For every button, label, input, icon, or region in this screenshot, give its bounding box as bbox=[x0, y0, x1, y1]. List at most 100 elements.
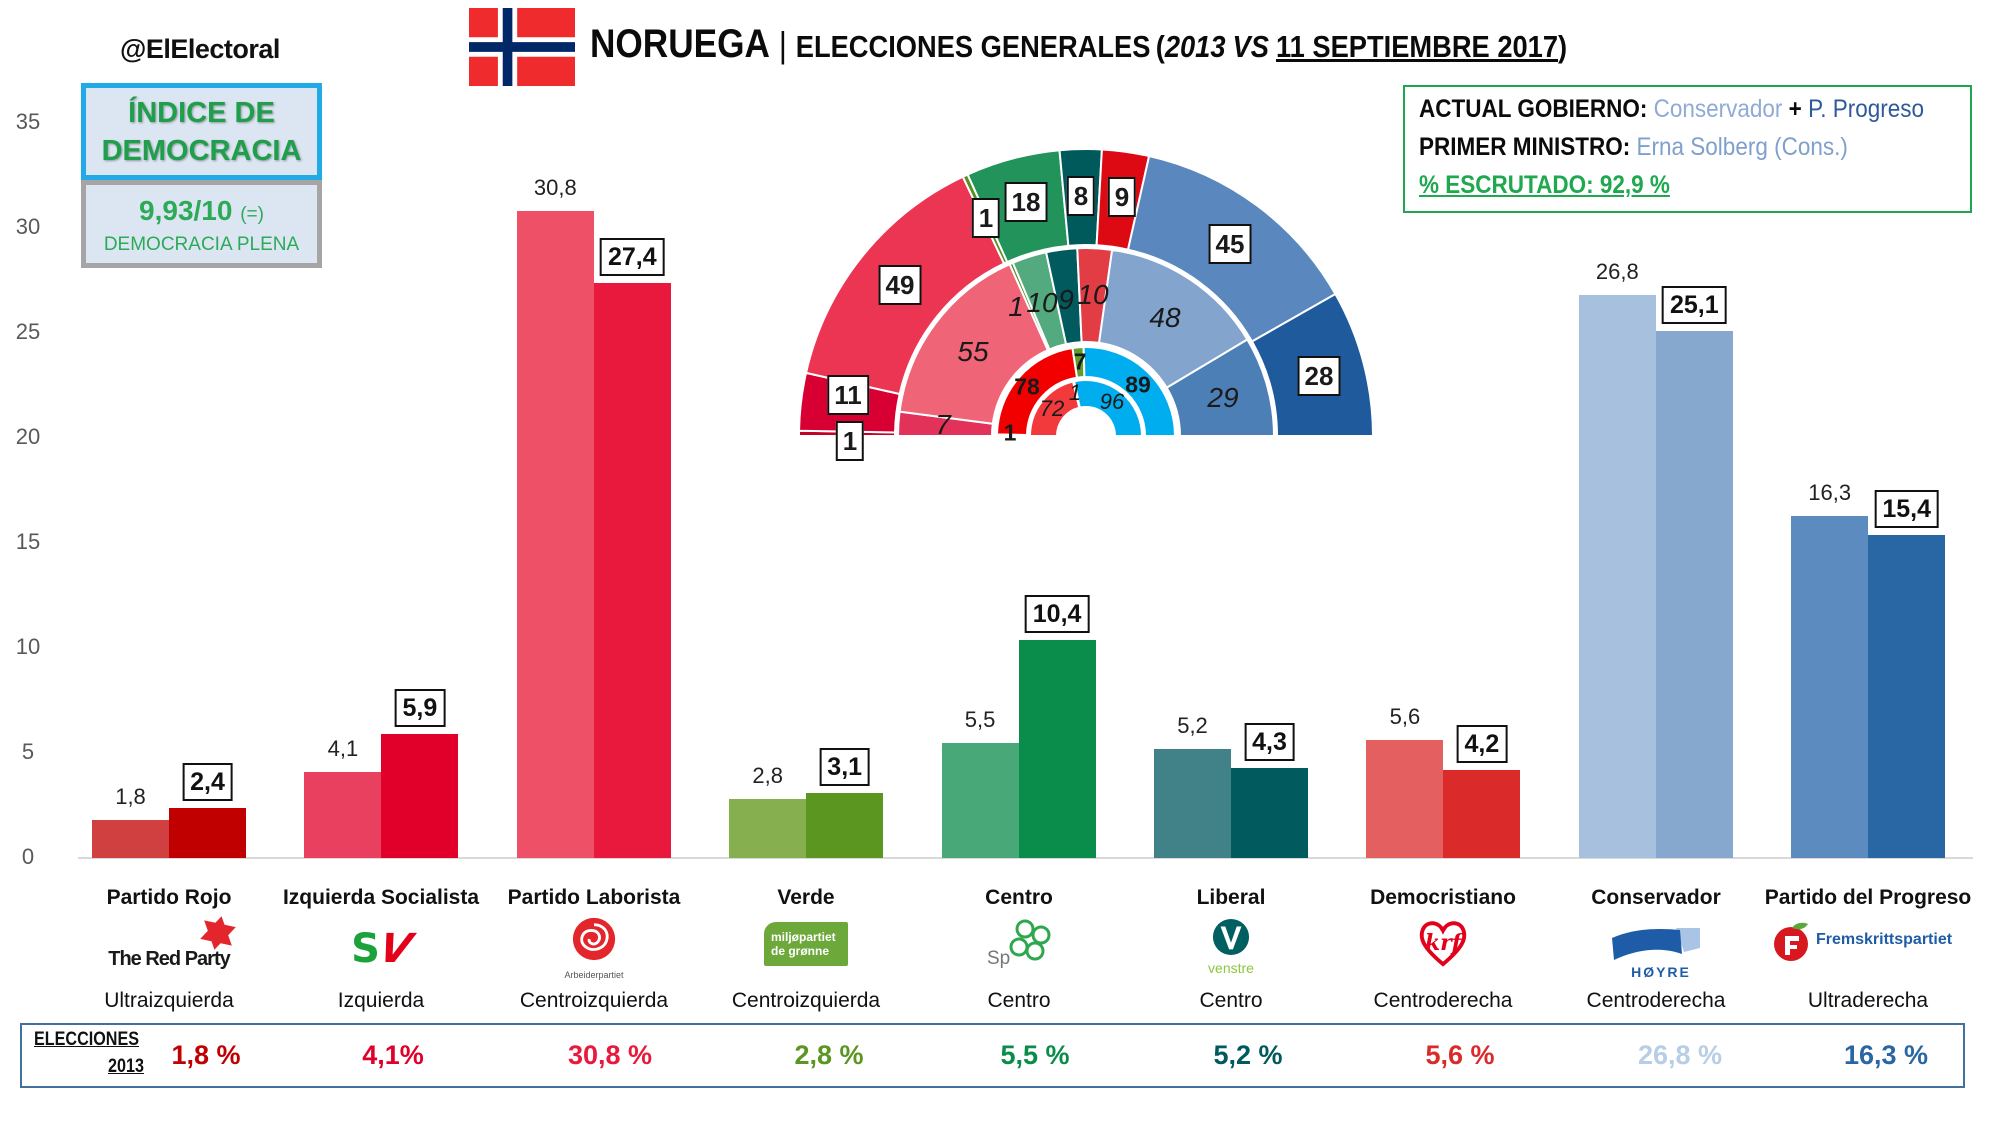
hemicycle-seat-label: 96 bbox=[1099, 389, 1125, 414]
frp-logo-text: Fremskrittspartiet bbox=[1816, 931, 1953, 948]
hemicycle-seat-label: 1 bbox=[971, 198, 1001, 238]
krf-logo-text: krf bbox=[1424, 930, 1462, 956]
democracy-change: (=) bbox=[240, 204, 264, 225]
title-country: NORUEGA bbox=[590, 22, 770, 66]
bar-2017-partido-del-progreso bbox=[1868, 534, 1946, 858]
pct-2013-partido-laborista: 30,8 % bbox=[567, 1040, 653, 1070]
democracy-title-line2: DEMOCRACIA bbox=[101, 135, 302, 167]
y-tick-label: 25 bbox=[15, 319, 41, 344]
hemicycle-seat-label: 10 bbox=[1026, 287, 1058, 318]
hoyre-logo-text: HØYRE bbox=[1631, 964, 1691, 980]
hemicycle-seat-label: 49 bbox=[878, 265, 922, 305]
data-label-2017-verde: 3,1 bbox=[819, 747, 871, 786]
mdg-logo: miljøpartiet de grønne bbox=[686, 918, 926, 986]
government-party-1: Conservador bbox=[1653, 95, 1783, 123]
party-ideology: Centroizquierda bbox=[519, 989, 669, 1012]
bar-2017-verde bbox=[806, 792, 884, 858]
bar-2013-izquierda-socialista bbox=[304, 771, 382, 858]
party-ideology: Centro bbox=[987, 989, 1051, 1012]
hemicycle-seat-label: 28 bbox=[1297, 356, 1341, 396]
rose-icon bbox=[572, 917, 616, 961]
hemicycle-seat-label: 89 bbox=[1125, 371, 1151, 398]
venstre-v-icon bbox=[1212, 918, 1250, 956]
bar-2017-izquierda-socialista bbox=[381, 734, 459, 858]
hemicycle-seat-label: 72 bbox=[1039, 396, 1065, 421]
apple-icon bbox=[1774, 922, 1808, 961]
y-tick-label: 0 bbox=[21, 844, 35, 869]
data-label-2013-centro: 5,5 bbox=[964, 706, 996, 732]
krf-logo: krf bbox=[1323, 918, 1563, 986]
data-label-2013-conservador: 26,8 bbox=[1595, 259, 1639, 285]
y-tick-label: 20 bbox=[15, 424, 41, 449]
party-ideology: Centroderecha bbox=[1586, 989, 1726, 1012]
sv-logo-v: V bbox=[375, 926, 416, 972]
mdg-logo-text-2: de grønne bbox=[771, 944, 830, 958]
party-name: Democristiano bbox=[1370, 886, 1516, 909]
twitter-handle: @ElElectoral bbox=[120, 34, 280, 64]
bar-2017-conservador bbox=[1655, 330, 1733, 858]
democracy-title-line1: ÍNDICE DE bbox=[128, 97, 275, 129]
venstre-logo: venstre bbox=[1111, 918, 1351, 986]
hemicycle-seat-label: 9 bbox=[1058, 284, 1074, 315]
bar-2013-partido-del-progreso bbox=[1791, 515, 1869, 858]
elections-2013-label-line2: 2013 bbox=[108, 1056, 144, 1077]
prime-minister-label: PRIMER MINISTRO: bbox=[1419, 133, 1631, 161]
hoyre-logo: HØYRE bbox=[1536, 918, 1776, 986]
pct-2013-democristiano: 5,6 % bbox=[1425, 1040, 1495, 1070]
heart-icon bbox=[1419, 921, 1467, 967]
data-label-2017-democristiano: 4,2 bbox=[1456, 724, 1508, 763]
pct-2013-conservador: 26,8 % bbox=[1637, 1040, 1723, 1070]
sv-logo: SV bbox=[261, 918, 501, 986]
party-name: Conservador bbox=[1591, 886, 1721, 909]
party-column-centro: Centro Sp Centro bbox=[899, 880, 1139, 1020]
democracy-category: DEMOCRACIA PLENA bbox=[103, 234, 300, 255]
title-year-old: 2013 bbox=[1164, 29, 1226, 64]
hemicycle-segment-inner-2017-3 bbox=[1082, 346, 1177, 437]
democracy-index-header: ÍNDICE DE DEMOCRACIA bbox=[81, 83, 322, 180]
pct-2013-partido-rojo: 1,8 % bbox=[171, 1040, 241, 1070]
party-name: Partido del Progreso bbox=[1764, 886, 1972, 909]
democracy-index-score-box: 9,93/10 (=) DEMOCRACIA PLENA bbox=[81, 180, 322, 268]
pct-2013-izquierda-socialista: 4,1% bbox=[362, 1040, 424, 1070]
hemicycle-segment-middle-2013-7 bbox=[1165, 338, 1276, 437]
hemicycle-seat-label: 7 bbox=[1073, 348, 1087, 375]
y-tick-label: 35 bbox=[15, 109, 41, 134]
data-label-2013-partido-laborista: 30,8 bbox=[533, 175, 577, 201]
party-ideology: Izquierda bbox=[337, 989, 425, 1012]
title-separator: | bbox=[778, 24, 787, 65]
bar-2017-democristiano bbox=[1443, 769, 1521, 858]
bar-2013-democristiano bbox=[1366, 740, 1444, 858]
party-column-verde: Verde miljøpartiet de grønne Centroizqui… bbox=[686, 880, 926, 1020]
data-label-2017-partido-del-progreso: 15,4 bbox=[1874, 489, 1940, 528]
pct-2013-centro: 5,5 % bbox=[1000, 1040, 1070, 1070]
hemicycle-seat-label: 9 bbox=[1107, 177, 1137, 217]
sp-logo-text: Sp bbox=[987, 948, 1011, 969]
party-name: Centro bbox=[985, 886, 1053, 909]
mdg-logo-text-1: miljøpartiet bbox=[771, 930, 836, 944]
bar-2013-verde bbox=[729, 799, 807, 858]
mdg-logo-box: miljøpartiet de grønne bbox=[764, 922, 848, 966]
party-column-partido-rojo: Partido Rojo The Red Party Ultraizquierd… bbox=[49, 880, 289, 1020]
party-column-partido-laborista: Partido Laborista Arbeiderpartiet Centro… bbox=[474, 880, 714, 1020]
x-axis-line bbox=[78, 857, 1973, 859]
data-label-2017-partido-rojo: 2,4 bbox=[182, 762, 233, 801]
pct-2013-partido-del-progreso: 16,3 % bbox=[1843, 1040, 1929, 1070]
data-label-2017-liberal: 4,3 bbox=[1244, 722, 1295, 761]
hemicycle-seat-label: 55 bbox=[957, 336, 989, 367]
y-tick-label: 10 bbox=[15, 634, 41, 659]
y-tick-label: 30 bbox=[15, 214, 41, 239]
hemicycle-seat-label: 11 bbox=[827, 375, 869, 415]
red-party-logo-text: The Red Party bbox=[108, 948, 230, 970]
democracy-score-line: 9,93/10 (=) bbox=[86, 193, 317, 233]
clover-icon bbox=[1009, 919, 1051, 961]
title-paren-close: ) bbox=[1558, 29, 1568, 64]
prime-minister-name: Erna Solberg (Cons.) bbox=[1636, 133, 1848, 161]
bar-2017-partido-laborista bbox=[593, 282, 671, 858]
government-info-box: ACTUAL GOBIERNO: Conservador + P. Progre… bbox=[1403, 85, 1972, 213]
title-date: 11 SEPTIEMBRE 2017 bbox=[1275, 29, 1559, 64]
elections-2013-label-line1: ELECCIONES bbox=[34, 1029, 140, 1050]
pct-2013-liberal: 5,2 % bbox=[1213, 1040, 1283, 1070]
data-label-2017-centro: 10,4 bbox=[1024, 594, 1090, 633]
government-party-2: P. Progreso bbox=[1808, 95, 1924, 123]
title-subtitle: ELECCIONES GENERALES bbox=[795, 29, 1151, 64]
